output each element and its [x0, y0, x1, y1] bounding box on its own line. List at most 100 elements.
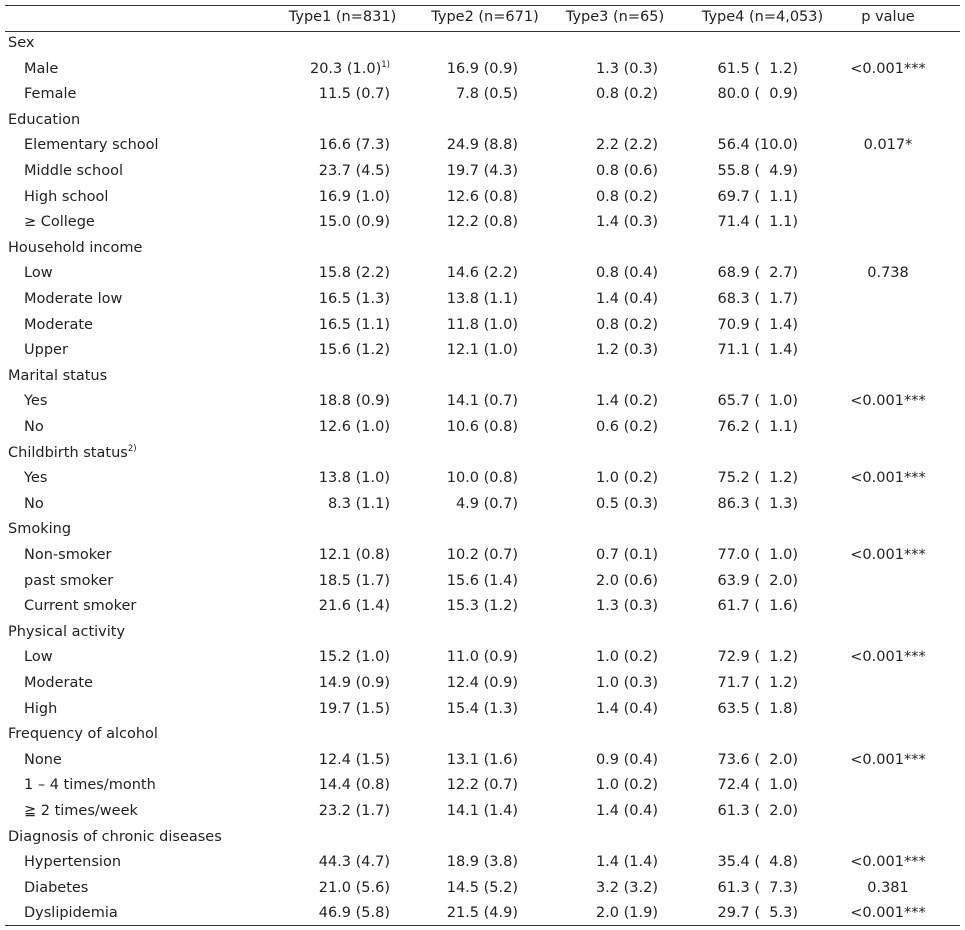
- cell-text: 0.6 (0.2): [595, 419, 658, 435]
- value-cell: 12.6 (0.8): [418, 185, 518, 211]
- label-text: Middle school: [24, 163, 123, 179]
- label-text: Moderate low: [24, 291, 123, 307]
- cell-text: 61.5 ( 1.2): [717, 60, 799, 77]
- group-header-row: Education: [0, 108, 965, 134]
- value-cell: 0.6 (0.2): [558, 415, 658, 441]
- label-text: No: [24, 419, 44, 435]
- cell-text: 61.3 ( 7.3): [717, 879, 799, 896]
- label-text: Low: [24, 265, 53, 282]
- value-cell: 16.9 (0.9): [418, 57, 518, 83]
- cell-text: 3.2 (3.2): [595, 879, 658, 896]
- value-cell: 23.7 (4.5): [290, 159, 390, 185]
- cell-text: 19.7 (1.5): [318, 700, 390, 717]
- p-value-cell: <0.001***: [830, 57, 946, 83]
- table-row: 1 – 4 times/month 14.4 (0.8) 12.2 (0.7) 1.0…: [0, 773, 965, 799]
- cell-text: 71.1 ( 1.4): [717, 342, 799, 359]
- label-text: 1 – 4 times/month: [24, 777, 156, 794]
- value-cell: 1.4 (1.4): [558, 850, 658, 876]
- cell-text: 14.1 (1.4): [446, 803, 518, 819]
- group-label: Diagnosis of chronic diseases: [8, 825, 222, 851]
- value-cell: 65.7 ( 1.0): [697, 389, 799, 415]
- cell-text: 1.4 (0.4): [595, 803, 658, 819]
- value-cell: 55.8 ( 4.9): [697, 159, 799, 185]
- cell-text: 8.3 (1.1): [327, 495, 390, 512]
- cell-text: 15.0 (0.9): [318, 214, 390, 231]
- row-label: Non-smoker: [24, 543, 111, 569]
- group-label: Education: [8, 108, 80, 134]
- label-text: Non-smoker: [24, 547, 112, 563]
- value-cell: 14.5 (5.2): [418, 876, 518, 902]
- value-cell: 76.2 ( 1.1): [697, 415, 799, 441]
- cell-text: 0.381: [867, 879, 909, 896]
- value-cell: 0.8 (0.2): [558, 82, 658, 108]
- cell-text: 12.2 (0.8): [446, 214, 518, 231]
- value-cell: 14.1 (0.7): [418, 389, 518, 415]
- cell-text: 23.7 (4.5): [318, 163, 390, 179]
- label-text: Female: [24, 86, 77, 103]
- cell-text: 19.7 (4.3): [446, 163, 518, 179]
- table-row: ≧ 2 times/week 23.2 (1.7) 14.1 (1.4) 1.4 (0…: [0, 799, 965, 825]
- table-row: Non-smoker 12.1 (0.8) 10.2 (0.7) 0.7 (0.1) 7…: [0, 543, 965, 569]
- value-cell: 15.2 (1.0): [290, 645, 390, 671]
- value-cell: 20.3 (1.0)1): [290, 57, 390, 83]
- cell-text: 16.9 (1.0): [318, 188, 390, 205]
- row-label: Moderate: [24, 313, 93, 339]
- cell-text: 35.4 ( 4.8): [717, 854, 799, 871]
- cell-text: 18.5 (1.7): [318, 572, 390, 589]
- cell-text: <0.001***: [850, 470, 926, 487]
- value-cell: 63.5 ( 1.8): [697, 697, 799, 723]
- value-cell: 21.0 (5.6): [290, 876, 390, 902]
- cell-text: 2.0 (0.6): [595, 572, 658, 589]
- value-cell: 11.5 (0.7): [290, 82, 390, 108]
- cell-text: 10.6 (0.8): [446, 419, 518, 435]
- cell-text: <0.001***: [850, 547, 926, 563]
- cell-text: 1.2 (0.3): [595, 342, 658, 359]
- cell-text: 44.3 (4.7): [318, 854, 390, 871]
- cell-text: 20.3 (1.0): [309, 60, 382, 77]
- value-cell: 77.0 ( 1.0): [697, 543, 799, 569]
- value-cell: 35.4 ( 4.8): [697, 850, 799, 876]
- value-cell: 15.8 (2.2): [290, 261, 390, 287]
- p-value-cell: <0.001***: [830, 901, 946, 927]
- table-row: Upper 15.6 (1.2) 12.1 (1.0) 1.2 (0.3) 71.1 (…: [0, 338, 965, 364]
- group-label: Sex: [8, 31, 34, 57]
- row-label: Elementary school: [24, 133, 159, 159]
- cell-text: <0.001***: [850, 905, 926, 922]
- cell-text: 63.9 ( 2.0): [717, 572, 799, 589]
- label-text: past smoker: [24, 572, 114, 589]
- cell-text: 14.5 (5.2): [446, 879, 518, 896]
- label-text: Childbirth status: [8, 444, 128, 461]
- table-row: High 19.7 (1.5) 15.4 (1.3) 1.4 (0.4) 63.5 ( …: [0, 697, 965, 723]
- label-text: Diabetes: [24, 879, 89, 896]
- cell-text: 80.0 ( 0.9): [717, 86, 799, 103]
- value-cell: 15.0 (0.9): [290, 210, 390, 236]
- group-header-row: Smoking: [0, 517, 965, 543]
- row-label: 1 – 4 times/month: [24, 773, 156, 799]
- cell-text: 0.7 (0.1): [595, 547, 658, 563]
- value-cell: 1.4 (0.4): [558, 287, 658, 313]
- table-row: Moderate low 16.5 (1.3) 13.8 (1.1) 1.4 (0.4…: [0, 287, 965, 313]
- cell-text: 56.4 (10.0): [717, 137, 799, 154]
- col-header-type3: Type3 (n=65): [565, 9, 665, 25]
- cell-text: 68.9 ( 2.7): [717, 265, 799, 282]
- label-text: Low: [24, 649, 53, 666]
- cell-text: 1.3 (0.3): [595, 598, 658, 615]
- cell-text: 0.9 (0.4): [595, 751, 658, 768]
- label-text: High school: [24, 188, 109, 205]
- row-label: Upper: [24, 338, 68, 364]
- table-row: ≥ College 15.0 (0.9) 12.2 (0.8) 1.4 (0.3) 71…: [0, 210, 965, 236]
- row-label: High school: [24, 185, 108, 211]
- cell-text: <0.001***: [850, 393, 926, 410]
- cell-text: 73.6 ( 2.0): [717, 751, 799, 768]
- cell-text: <0.001***: [850, 854, 926, 871]
- cell-text: 24.9 (8.8): [446, 137, 518, 154]
- p-value-cell: <0.001***: [830, 389, 946, 415]
- cell-text: <0.001***: [850, 751, 926, 768]
- p-value-cell: 0.381: [830, 876, 946, 902]
- cell-text: 68.3 ( 1.7): [717, 291, 799, 307]
- value-cell: 61.7 ( 1.6): [697, 594, 799, 620]
- value-cell: 12.4 (1.5): [290, 748, 390, 774]
- top-rule: [5, 5, 960, 6]
- value-cell: 23.2 (1.7): [290, 799, 390, 825]
- value-cell: 46.9 (5.8): [290, 901, 390, 927]
